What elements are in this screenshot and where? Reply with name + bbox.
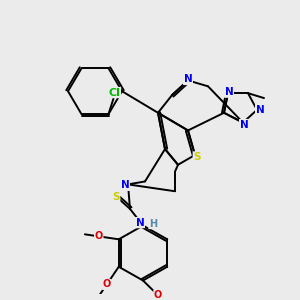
Text: H: H: [149, 219, 157, 229]
Text: N: N: [256, 105, 264, 115]
Text: N: N: [184, 74, 192, 84]
Text: O: O: [154, 290, 162, 300]
Text: O: O: [94, 231, 103, 242]
Text: S: S: [193, 152, 201, 162]
Text: S: S: [112, 192, 120, 202]
Text: N: N: [225, 87, 233, 97]
Text: N: N: [121, 180, 129, 190]
Text: N: N: [136, 218, 144, 228]
Text: O: O: [103, 279, 111, 290]
Text: Cl: Cl: [109, 88, 120, 98]
Text: N: N: [240, 120, 248, 130]
